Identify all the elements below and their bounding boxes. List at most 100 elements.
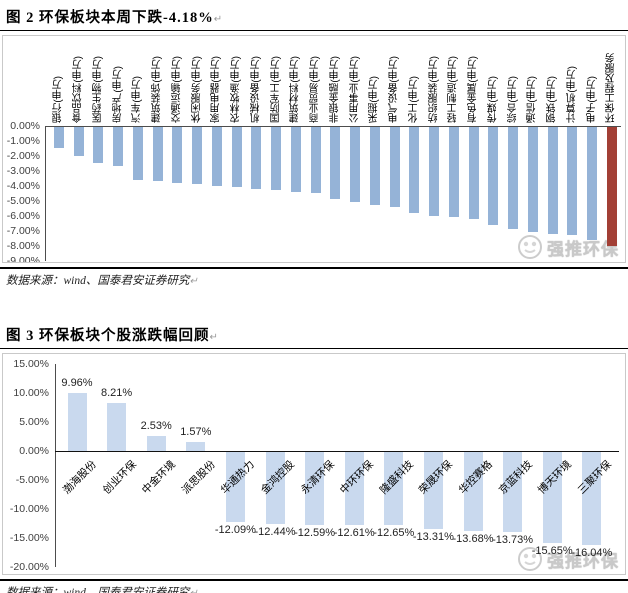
sector-category-label: 钢铁(申万) (547, 76, 559, 123)
sector-category-label: 计算机(申万) (566, 66, 578, 123)
sector-category-label: 传媒(申万) (487, 76, 499, 123)
sector-bar (587, 127, 598, 240)
sector-category-label: 通信(申万) (527, 76, 539, 123)
sector-bar (330, 127, 341, 199)
y-tick-label: -8.00% (6, 240, 40, 252)
y-tick-label: -1.00% (6, 135, 40, 147)
stock-bar (225, 452, 245, 523)
sector-category-label: 家用电器(申万) (211, 56, 223, 123)
figure2-source-note: 数据来源：wind、国泰君安证券研究↵ (0, 269, 628, 288)
sector-category-label: 交通运输(申万) (171, 56, 183, 123)
figure2-title-text: 图 2 环保板块本周下跌-4.18% (6, 10, 214, 26)
figure2-title: 图 2 环保板块本周下跌-4.18%↵ (0, 0, 628, 31)
sector-category-label: 建筑装饰(申万) (152, 56, 164, 123)
sector-bar (527, 127, 538, 232)
sector-category-label: 非银金融(申万) (329, 56, 341, 123)
sector-bar (409, 127, 420, 213)
stock-bar (67, 393, 87, 451)
bar-value-label: -13.73% (492, 533, 534, 546)
sector-category-label: 汽车(申万) (132, 76, 144, 123)
sector-bar (211, 127, 222, 186)
figure3-title-text: 图 3 环保板块个股涨跌幅回顾 (6, 328, 210, 344)
sector-bar (350, 127, 361, 202)
stock-bar (423, 452, 443, 530)
bar-value-label: -12.59% (294, 527, 336, 540)
sector-bar (231, 127, 242, 187)
sector-bar (389, 127, 400, 207)
sector-bar (93, 127, 104, 163)
sector-bar (547, 127, 558, 234)
stock-bar (384, 452, 404, 526)
figure3-title: 图 3 环保板块个股涨跌幅回顾↵ (0, 318, 628, 349)
y-tick-label: -9.00% (6, 255, 40, 263)
y-tick-label: -4.00% (6, 180, 40, 192)
stock-bar (582, 452, 602, 546)
sector-category-label: 有色金属(申万) (468, 56, 480, 123)
source-text: 数据来源：wind、国泰君安证券研究 (6, 587, 190, 593)
sector-category-label: 环保工程及服务 (606, 53, 618, 123)
y-tick-label: -15.00% (9, 532, 49, 544)
y-tick-label: -7.00% (6, 225, 40, 237)
stock-bar (305, 452, 325, 526)
stock-category-label: 创业环保 (100, 458, 139, 497)
stock-bar (503, 452, 523, 532)
bar-value-label: -13.68% (452, 533, 494, 546)
paragraph-mark: ↵ (189, 276, 198, 287)
sector-bar (567, 127, 578, 235)
bar-value-label: -12.44% (254, 526, 296, 539)
sector-bar (113, 127, 124, 166)
source-text: 数据来源：wind、国泰君安证券研究 (6, 275, 190, 287)
watermark-logo-icon (518, 547, 542, 571)
sector-bar (192, 127, 203, 184)
stock-category-label: 渤海股份 (60, 458, 99, 497)
sector-category-label: 采掘(申万) (369, 76, 381, 123)
sector-category-label: 机械设备(申万) (250, 56, 262, 123)
sector-bar (73, 127, 84, 156)
divider (0, 267, 628, 269)
sector-bar (508, 127, 519, 229)
sector-category-label: 休闲服务(申万) (191, 56, 203, 123)
paragraph-mark: ↵ (213, 14, 224, 25)
stock-bar (107, 403, 127, 451)
sector-category-label: 化工(申万) (408, 76, 420, 123)
bar-value-label: -12.65% (373, 527, 415, 540)
sector-bar (271, 127, 282, 190)
stock-bar (265, 452, 285, 525)
stock-bar (463, 452, 483, 532)
y-axis-line (55, 364, 56, 567)
sector-category-label: 轻工制造(申万) (448, 56, 460, 123)
sector-category-label: 医药生物(申万) (92, 56, 104, 123)
bar-value-label: -16.04% (571, 547, 613, 560)
sector-bar (310, 127, 321, 193)
stock-bar (344, 452, 364, 526)
watermark-text: 强推环保 (547, 551, 619, 571)
y-tick-label: 15.00% (13, 358, 49, 370)
figure2-watermark: 强推环保 (517, 234, 619, 260)
stock-bar (146, 436, 166, 451)
sector-bar (369, 127, 380, 205)
y-tick-label: 0.00% (19, 445, 49, 457)
bar-value-label: 8.21% (100, 387, 133, 400)
stock-category-label: 中金环境 (139, 458, 179, 497)
sector-category-label: 电气设备(申万) (389, 56, 401, 123)
y-tick-label: -3.00% (6, 165, 40, 177)
sector-bar (251, 127, 262, 189)
bar-value-label: -12.09% (214, 524, 256, 537)
sector-category-label: 电子(申万) (586, 76, 598, 123)
bar-value-label: -15.65% (531, 544, 573, 557)
sector-category-label: 纺织服装(申万) (428, 56, 440, 123)
y-tick-label: 5.00% (19, 416, 49, 428)
sector-bar (448, 127, 459, 217)
y-tick-label: -5.00% (15, 474, 49, 486)
y-tick-label: -20.00% (9, 561, 49, 573)
sector-bar (172, 127, 183, 183)
sector-bar (468, 127, 479, 219)
sector-category-label: 食品饮料(申万) (73, 56, 85, 123)
bar-value-label: 2.53% (140, 420, 172, 433)
bar-value-label: 1.57% (180, 425, 212, 438)
watermark-text: 强推环保 (547, 239, 619, 259)
y-tick-label: -10.00% (9, 503, 49, 515)
sector-bar (488, 127, 499, 225)
sector-category-label: 建筑材料(申万) (290, 56, 302, 123)
stock-bar (542, 452, 562, 543)
